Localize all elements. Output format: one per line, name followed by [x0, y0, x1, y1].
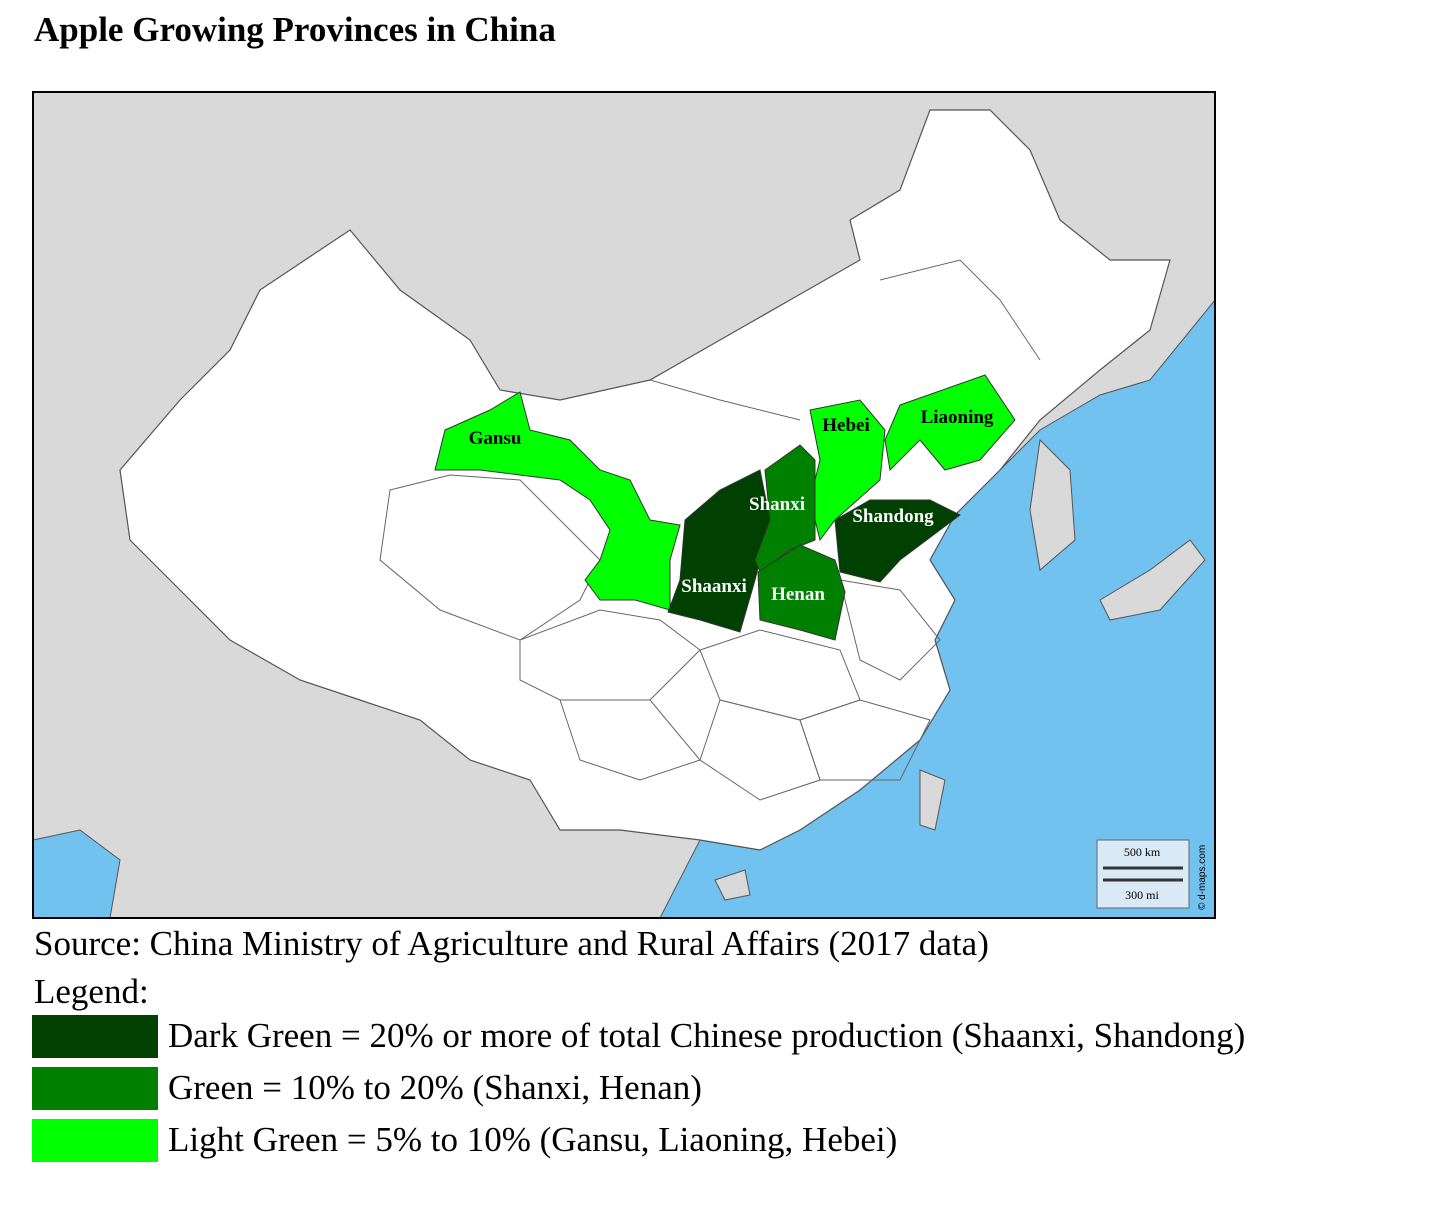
- province-shandong: [834, 499, 961, 583]
- province-labels: Gansu Hebei Liaoning Shanxi Shandong Shaanxi H…: [469, 407, 994, 605]
- japan: [1099, 539, 1206, 621]
- legend-item: Dark Green = 20% or more of total Chines…: [32, 1014, 1245, 1058]
- map: Gansu Hebei Liaoning Shanxi Shandong Shaanxi H…: [32, 91, 1216, 919]
- source: Source: China Ministry of Agriculture an…: [34, 924, 989, 963]
- legend-swatch: [32, 1066, 158, 1110]
- province-shaanxi: [667, 469, 771, 633]
- province-label: Hebei: [822, 415, 870, 436]
- credit: © d-maps.com: [1197, 845, 1208, 910]
- province-henan: [757, 544, 846, 641]
- title: Apple Growing Provinces in China: [34, 10, 556, 49]
- scale-box: [1096, 839, 1190, 909]
- province-shanxi: [754, 444, 816, 573]
- legend-text: Green = 10% to 20% (Shanxi, Henan): [168, 1068, 702, 1107]
- legend-heading: Legend:: [34, 972, 149, 1011]
- legend-swatch: [32, 1014, 158, 1058]
- province-label: Liaoning: [921, 407, 994, 428]
- taiwan: [919, 769, 946, 831]
- legend-text: Dark Green = 20% or more of total Chines…: [168, 1016, 1246, 1055]
- province-borders: [379, 259, 1041, 801]
- province-label: Shandong: [852, 506, 934, 527]
- scale-label: 500 km: [1124, 845, 1161, 859]
- province-liaoning: [884, 374, 1016, 472]
- province-label: Henan: [771, 584, 825, 605]
- province-label: Gansu: [469, 428, 522, 449]
- map-frame: [32, 91, 1216, 919]
- province-label: Shaanxi: [681, 576, 746, 597]
- scale-label: 300 mi: [1125, 888, 1159, 902]
- highlighted-provinces: [434, 374, 1016, 641]
- legend-text: Light Green = 5% to 10% (Gansu, Liaoning…: [168, 1120, 898, 1159]
- legend-swatch: [32, 1118, 158, 1162]
- korea: [1029, 438, 1076, 571]
- province-label: Shanxi: [749, 494, 805, 515]
- province-gansu: [434, 391, 681, 611]
- hainan: [714, 869, 751, 901]
- legend-item: Green = 10% to 20% (Shanxi, Henan): [32, 1066, 702, 1110]
- china: [119, 109, 1171, 851]
- legend-item: Light Green = 5% to 10% (Gansu, Liaoning…: [32, 1118, 897, 1162]
